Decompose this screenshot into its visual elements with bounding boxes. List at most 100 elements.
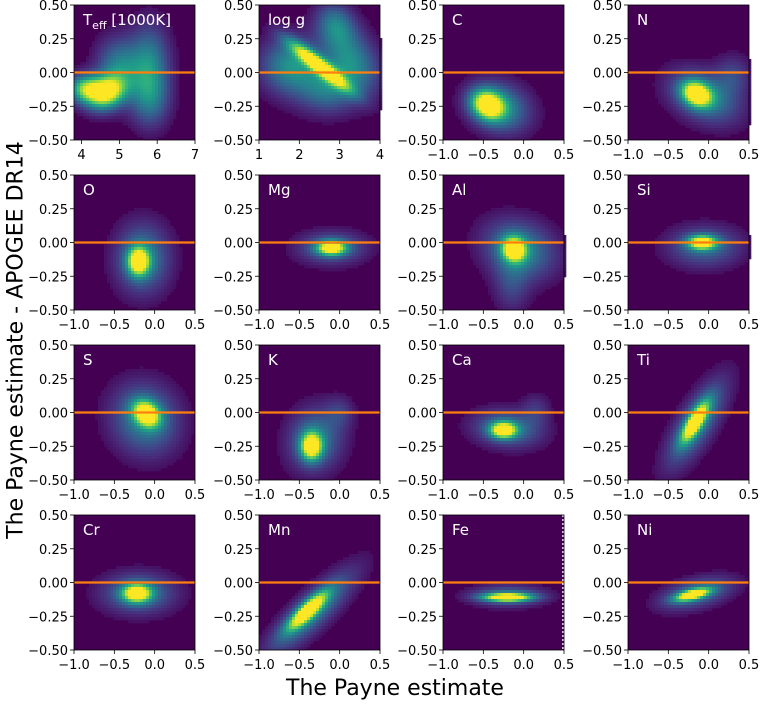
panel-label: O — [83, 181, 95, 199]
y-tick-label: 0.25 — [224, 203, 253, 218]
x-tick-label: −0.5 — [284, 658, 316, 673]
x-tick-label: 2 — [295, 148, 303, 163]
y-tick-label: 0.50 — [39, 169, 68, 184]
x-tick-label: 0.5 — [739, 488, 760, 503]
y-tick-label: −0.50 — [582, 304, 622, 319]
y-tick-label: −0.50 — [213, 644, 253, 659]
y-axis: −0.50−0.250.000.250.50 — [397, 339, 443, 489]
x-tick-label: 0.5 — [554, 488, 575, 503]
y-tick-label: 0.25 — [39, 543, 68, 558]
y-axis: −0.50−0.250.000.250.50 — [397, 509, 443, 659]
y-tick-label: 0.50 — [408, 0, 437, 14]
x-tick-label: 3 — [336, 148, 344, 163]
x-tick-label: −1.0 — [612, 658, 644, 673]
y-tick-label: −0.25 — [213, 440, 253, 455]
y-axis: −0.50−0.250.000.250.50 — [582, 509, 628, 659]
x-tick-label: 1 — [255, 148, 263, 163]
y-tick-label: −0.50 — [213, 474, 253, 489]
x-tick-label: −0.5 — [99, 318, 131, 333]
y-tick-label: 0.50 — [408, 169, 437, 184]
x-tick-label: −1.0 — [58, 318, 90, 333]
panel-label: Fe — [452, 521, 469, 539]
y-tick-label: 0.25 — [224, 33, 253, 48]
y-tick-label: 0.50 — [39, 0, 68, 14]
x-tick-label: 0.0 — [144, 488, 165, 503]
x-tick-label: 0.0 — [698, 488, 719, 503]
x-tick-label: 0.0 — [513, 488, 534, 503]
y-tick-label: 0.25 — [593, 33, 622, 48]
y-tick-label: 0.50 — [593, 169, 622, 184]
y-tick-label: −0.50 — [28, 474, 68, 489]
x-tick-label: −0.5 — [653, 488, 685, 503]
y-axis-label-text: The Payne estimate - APOGEE DR14 — [4, 141, 29, 539]
x-tick-label: 0.0 — [513, 148, 534, 163]
y-axis: −0.50−0.250.000.250.50 — [397, 169, 443, 319]
panel-label: Al — [452, 181, 466, 199]
y-tick-label: −0.50 — [397, 474, 437, 489]
y-axis: −0.50−0.250.000.250.50 — [582, 0, 628, 149]
y-tick-label: 0.50 — [224, 0, 253, 14]
y-tick-label: 0.50 — [593, 339, 622, 354]
y-tick-label: 0.25 — [408, 33, 437, 48]
x-tick-label: 0.0 — [698, 658, 719, 673]
x-tick-label: −1.0 — [58, 658, 90, 673]
x-tick-label: 0.5 — [185, 488, 206, 503]
y-tick-label: −0.25 — [28, 610, 68, 625]
y-tick-label: −0.25 — [582, 440, 622, 455]
x-tick-label: −1.0 — [243, 488, 275, 503]
x-tick-label: −0.5 — [284, 488, 316, 503]
panel-label: Ni — [637, 521, 652, 539]
y-tick-label: 0.00 — [39, 577, 68, 592]
x-tick-label: 0.5 — [554, 148, 575, 163]
y-tick-label: −0.50 — [397, 644, 437, 659]
density-map — [86, 563, 191, 623]
y-tick-label: 0.25 — [408, 373, 437, 388]
y-tick-label: 0.00 — [224, 237, 253, 252]
x-tick-label: −0.5 — [99, 488, 131, 503]
x-tick-label: 0.0 — [513, 658, 534, 673]
x-tick-label: −0.5 — [468, 658, 500, 673]
panel-label: Si — [637, 181, 651, 199]
y-tick-label: −0.25 — [582, 610, 622, 625]
panel-label: Mg — [268, 181, 290, 199]
x-tick-label: 4 — [376, 148, 384, 163]
x-tick-label: 0.0 — [329, 488, 350, 503]
x-tick-label: 0.0 — [513, 318, 534, 333]
x-axis: 1 2 3 4 — [255, 140, 384, 163]
x-tick-label: −0.5 — [468, 318, 500, 333]
x-tick-label: 0.0 — [698, 148, 719, 163]
panel-label: K — [268, 351, 279, 369]
y-tick-label: −0.25 — [28, 270, 68, 285]
y-tick-label: −0.25 — [397, 440, 437, 455]
y-tick-label: −0.50 — [397, 304, 437, 319]
x-tick-label: −1.0 — [243, 658, 275, 673]
y-tick-label: 0.00 — [39, 237, 68, 252]
y-tick-label: −0.50 — [213, 304, 253, 319]
y-axis: −0.50−0.250.000.250.50 — [213, 509, 259, 659]
y-tick-label: −0.50 — [582, 474, 622, 489]
y-tick-label: 0.25 — [39, 33, 68, 48]
panel-label: Ti — [636, 351, 650, 369]
y-tick-label: −0.25 — [397, 610, 437, 625]
x-tick-label: 4 — [77, 148, 85, 163]
x-tick-label: −0.5 — [468, 488, 500, 503]
y-tick-label: 0.00 — [408, 67, 437, 82]
x-tick-label: 0.5 — [739, 148, 760, 163]
